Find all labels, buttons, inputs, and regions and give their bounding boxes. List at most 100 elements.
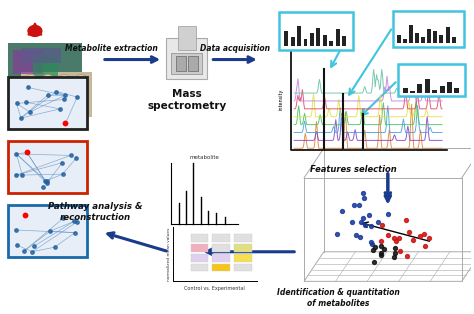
Point — [24, 85, 32, 90]
Point — [60, 216, 67, 221]
Bar — [418, 84, 422, 93]
Bar — [446, 27, 449, 43]
Bar — [212, 254, 230, 262]
Point — [379, 223, 386, 228]
Point — [18, 173, 26, 178]
Point — [73, 155, 80, 160]
Text: Control vs. Experimental: Control vs. Experimental — [184, 286, 245, 291]
Bar — [329, 41, 333, 46]
Point — [348, 219, 356, 225]
Point — [377, 244, 384, 249]
Point — [421, 243, 429, 248]
Bar — [297, 26, 301, 46]
Polygon shape — [28, 25, 42, 36]
Circle shape — [42, 88, 54, 100]
Point — [357, 220, 365, 225]
Circle shape — [25, 102, 37, 114]
Circle shape — [59, 74, 71, 86]
Point — [13, 151, 20, 156]
Point — [14, 243, 21, 248]
Point — [43, 181, 51, 186]
Bar — [439, 86, 445, 93]
Point — [416, 234, 424, 239]
Bar — [9, 77, 87, 128]
Bar — [191, 254, 209, 262]
Bar — [171, 53, 202, 74]
Bar — [188, 56, 198, 71]
Point — [374, 219, 382, 225]
Point — [397, 249, 404, 254]
Point — [12, 228, 20, 233]
Circle shape — [59, 88, 71, 100]
Bar — [284, 30, 288, 46]
Point — [13, 101, 20, 106]
Bar — [439, 35, 443, 43]
Point — [371, 245, 378, 250]
Bar — [452, 37, 456, 43]
Point — [51, 245, 58, 250]
Bar — [13, 50, 43, 74]
Point — [62, 121, 69, 126]
Bar — [178, 26, 196, 50]
Point — [359, 215, 367, 220]
Bar — [191, 244, 209, 252]
Point — [368, 242, 376, 247]
Text: normalized mean values: normalized mean values — [167, 228, 171, 281]
Bar — [191, 264, 209, 272]
Bar — [166, 38, 208, 79]
Circle shape — [25, 74, 37, 86]
Point — [361, 223, 369, 228]
Point — [359, 191, 367, 196]
Point — [377, 250, 384, 255]
Point — [21, 212, 29, 217]
Bar — [323, 35, 327, 46]
Circle shape — [42, 74, 54, 86]
Point — [23, 150, 31, 155]
Point — [73, 219, 81, 224]
Point — [333, 232, 341, 237]
Point — [406, 230, 413, 235]
Bar — [342, 36, 346, 46]
Bar — [234, 234, 252, 242]
Bar — [279, 12, 353, 50]
Point — [402, 218, 410, 223]
Point — [56, 106, 64, 111]
Point — [409, 237, 416, 242]
Point — [22, 100, 30, 105]
Bar — [310, 33, 314, 46]
Bar — [410, 91, 415, 93]
Text: Metabolite extraction: Metabolite extraction — [65, 44, 158, 53]
Point — [60, 97, 68, 102]
Text: intensity: intensity — [279, 88, 284, 110]
Bar — [415, 33, 419, 43]
Bar — [33, 55, 57, 84]
Point — [28, 249, 36, 254]
Point — [59, 171, 66, 176]
Bar — [397, 35, 401, 43]
Point — [61, 93, 68, 98]
Point — [370, 247, 377, 252]
Bar — [421, 37, 425, 43]
Circle shape — [25, 88, 37, 100]
Circle shape — [75, 74, 87, 86]
Point — [370, 260, 377, 265]
Bar — [234, 254, 252, 262]
Point — [43, 179, 51, 184]
Bar — [393, 11, 464, 47]
Point — [367, 224, 374, 229]
Bar — [303, 39, 308, 46]
Bar — [425, 79, 430, 93]
Circle shape — [59, 102, 71, 114]
Bar — [234, 244, 252, 252]
Point — [356, 234, 364, 239]
Bar — [447, 82, 452, 93]
Text: Mass
spectrometry: Mass spectrometry — [147, 89, 227, 111]
Point — [62, 121, 69, 126]
Point — [395, 236, 402, 241]
Bar — [409, 25, 413, 43]
Bar — [212, 264, 230, 272]
Bar — [336, 30, 339, 46]
Point — [377, 253, 385, 258]
Bar — [402, 88, 408, 93]
Point — [390, 236, 398, 241]
